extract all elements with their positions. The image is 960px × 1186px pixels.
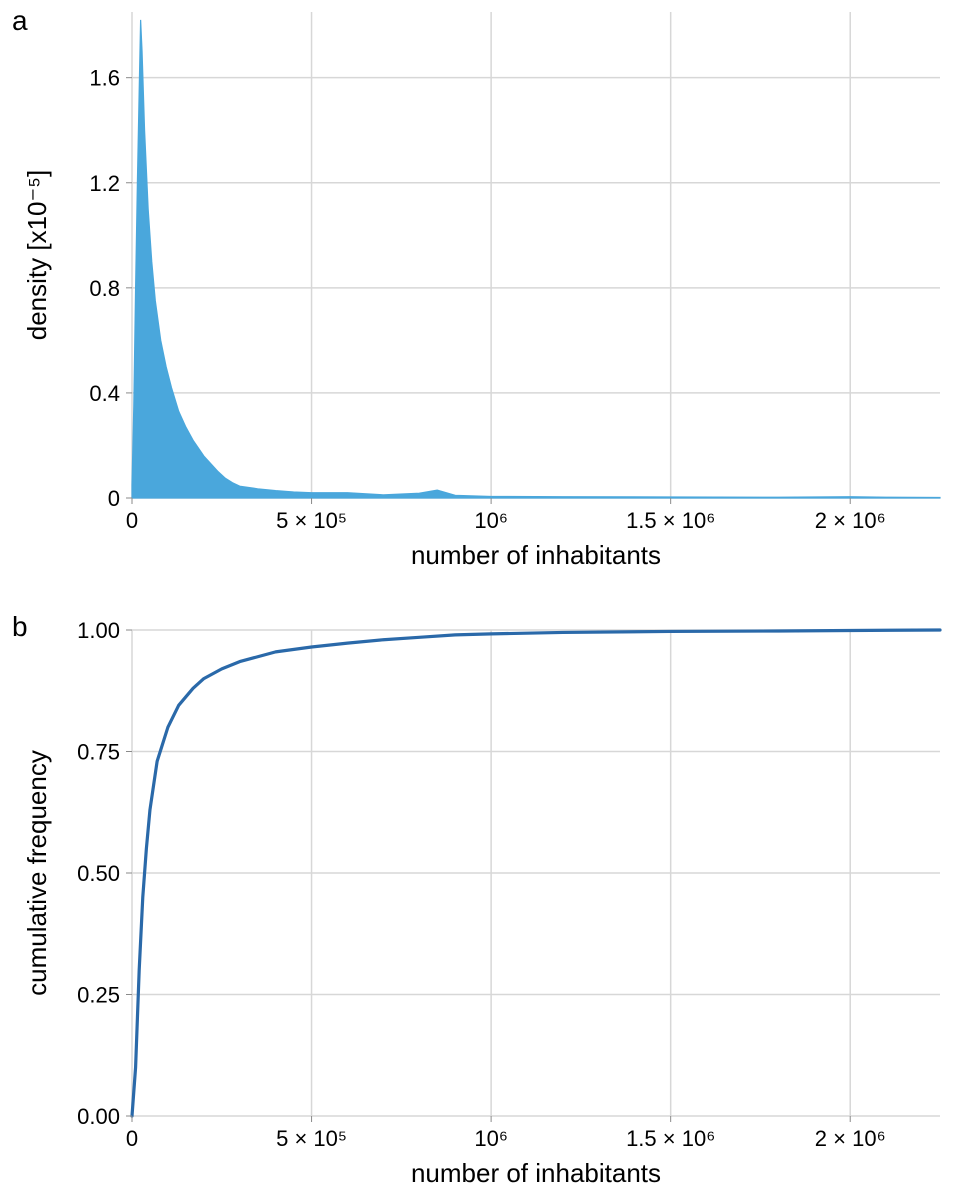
panel-a-bg — [132, 12, 940, 498]
y-tick-label: 0.50 — [77, 861, 120, 886]
y-tick-label: 0.00 — [77, 1104, 120, 1129]
panel-a: 0 5 × 10⁵ 10⁶ 1.5 × 10⁶ 2 × 10⁶ 0 0.4 0.8 1.2 1.6… — [12, 5, 940, 570]
y-axis-label: density [x10⁻⁵] — [22, 170, 52, 340]
figure-svg: 0 5 × 10⁵ 10⁶ 1.5 × 10⁶ 2 × 10⁶ 0 0.4 0.8 1.2 1.6… — [0, 0, 960, 1186]
y-axis-label: cumulative frequency — [22, 750, 52, 996]
x-tick-label: 2 × 10⁶ — [815, 1126, 886, 1151]
y-tick-label: 1.6 — [89, 66, 120, 91]
panel-label-b: b — [12, 611, 28, 642]
x-tick-label: 2 × 10⁶ — [815, 508, 886, 533]
figure-container: 0 5 × 10⁵ 10⁶ 1.5 × 10⁶ 2 × 10⁶ 0 0.4 0.8 1.2 1.6… — [0, 0, 960, 1186]
panel-label-a: a — [12, 5, 28, 36]
x-axis-label: number of inhabitants — [411, 1158, 661, 1186]
y-tick-label: 0.4 — [89, 381, 120, 406]
x-tick-label: 1.5 × 10⁶ — [626, 508, 715, 533]
x-axis-label: number of inhabitants — [411, 540, 661, 570]
y-tick-label: 0.25 — [77, 983, 120, 1008]
y-tick-label: 0.75 — [77, 740, 120, 765]
x-tick-label: 1.5 × 10⁶ — [626, 1126, 715, 1151]
y-tick-label: 0 — [108, 486, 120, 511]
x-tick-label: 10⁶ — [474, 1126, 508, 1151]
x-tick-label: 0 — [126, 508, 138, 533]
y-tick-label: 1.2 — [89, 171, 120, 196]
x-tick-label: 5 × 10⁵ — [276, 1126, 347, 1151]
x-tick-label: 5 × 10⁵ — [276, 508, 347, 533]
panel-b: 0 5 × 10⁵ 10⁶ 1.5 × 10⁶ 2 × 10⁶ 0.00 0.25 0.50 0… — [12, 611, 940, 1186]
x-tick-label: 0 — [126, 1126, 138, 1151]
y-tick-label: 0.8 — [89, 276, 120, 301]
x-tick-label: 10⁶ — [474, 508, 508, 533]
y-tick-label: 1.00 — [77, 618, 120, 643]
